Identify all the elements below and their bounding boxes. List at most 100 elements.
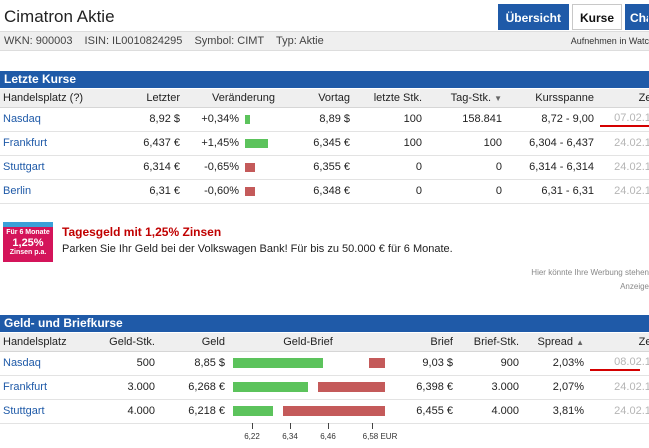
bid-bar bbox=[233, 358, 323, 368]
change-bar bbox=[245, 115, 250, 124]
page-title: Cimatron Aktie bbox=[4, 7, 115, 27]
col-tag-stk[interactable]: Tag-Stk. ▼ bbox=[425, 89, 505, 107]
previous-price: 6,345 € bbox=[278, 131, 353, 155]
tab-chart[interactable]: Char bbox=[625, 4, 649, 30]
wkn-label: WKN: 900003 bbox=[4, 35, 72, 47]
last-quantity: 0 bbox=[353, 179, 425, 203]
ad-banner[interactable]: Für 6 Monate 1,25% Zinsen p.a. Tagesgeld… bbox=[3, 222, 523, 262]
venue-link[interactable]: Frankfurt bbox=[0, 375, 90, 399]
bid-bar bbox=[233, 406, 273, 416]
bid-ask-bars bbox=[233, 358, 385, 368]
last-price: 6,437 € bbox=[110, 131, 183, 155]
stock-identifiers: WKN: 900003 ISIN: IL0010824295 Symbol: C… bbox=[4, 35, 333, 47]
col-handelsplatz[interactable]: Handelsplatz bbox=[0, 333, 90, 351]
col-veraenderung[interactable]: Veränderung bbox=[183, 89, 278, 107]
venue-link[interactable]: Berlin bbox=[0, 179, 110, 203]
col-letzter[interactable]: Letzter bbox=[110, 89, 183, 107]
table-row: Frankfurt 3.000 6,268 €6,398 €3.000 2,07% 24… bbox=[0, 375, 649, 399]
time-value: 07.02.14 bbox=[614, 112, 649, 124]
day-quantity: 100 bbox=[425, 131, 505, 155]
previous-price: 6,355 € bbox=[278, 155, 353, 179]
ask-bar bbox=[369, 358, 385, 368]
change-value: -0,60% bbox=[195, 185, 239, 197]
change-bar bbox=[245, 187, 255, 196]
change-cell: +1,45% bbox=[183, 131, 278, 155]
bid-price: 8,85 $ bbox=[158, 351, 228, 375]
axis-tick-label: 6,46 bbox=[320, 432, 336, 441]
watchlist-link-text[interactable]: Aufnehmen in Watc bbox=[571, 36, 649, 46]
col-letzte-stk[interactable]: letzte Stk. bbox=[353, 89, 425, 107]
axis-tick bbox=[290, 423, 291, 429]
axis-tick-label: 6,22 bbox=[244, 432, 260, 441]
table-header-row: Handelsplatz Geld-Stk. Geld Geld-Brief B… bbox=[0, 333, 649, 351]
symbol-label: Symbol: CIMT bbox=[194, 35, 264, 47]
watchlist-link[interactable]: Aufnehmen in Watc bbox=[571, 36, 649, 46]
ad-title-link[interactable]: Tagesgeld mit 1,25% Zinsen bbox=[62, 225, 221, 239]
previous-price: 8,89 $ bbox=[278, 107, 353, 131]
col-geld-stk[interactable]: Geld-Stk. bbox=[90, 333, 158, 351]
venue-link[interactable]: Stuttgart bbox=[0, 399, 90, 423]
bid-quantity: 500 bbox=[90, 351, 158, 375]
bid-ask-bar-cell bbox=[228, 351, 388, 375]
col-handelsplatz[interactable]: Handelsplatz (?) bbox=[0, 89, 110, 107]
time-value: 24.02.14 bbox=[614, 405, 649, 417]
change-value: +0,34% bbox=[195, 113, 239, 125]
ask-price: 6,398 € bbox=[388, 375, 456, 399]
time-value: 24.02.14 bbox=[614, 185, 649, 197]
last-quantity: 100 bbox=[353, 107, 425, 131]
ad-image-band bbox=[3, 222, 53, 227]
table-row: Nasdaq 8,92 $ +0,34% 8,89 $100 158.841 8,72 -… bbox=[0, 107, 649, 131]
change-cell: -0,60% bbox=[183, 179, 278, 203]
time-value: 24.02.14 bbox=[614, 381, 649, 393]
bid-ask-bars bbox=[233, 382, 385, 392]
col-vortag[interactable]: Vortag bbox=[278, 89, 353, 107]
col-brief[interactable]: Brief bbox=[388, 333, 456, 351]
table-row: Stuttgart 6,314 € -0,65% 6,355 €0 0 6,314 - 6… bbox=[0, 155, 649, 179]
tab-bar: Übersicht Kurse Char bbox=[498, 4, 649, 30]
change-bar bbox=[245, 139, 268, 148]
table-row: Stuttgart 4.000 6,218 €6,455 €4.000 3,81% 24… bbox=[0, 399, 649, 423]
ask-price: 9,03 $ bbox=[388, 351, 456, 375]
time-value: 08.02.14 bbox=[614, 356, 649, 368]
ask-quantity: 4.000 bbox=[456, 399, 522, 423]
change-bar bbox=[245, 163, 255, 172]
price-range: 8,72 - 9,00 bbox=[505, 107, 597, 131]
col-zeit[interactable]: Zeit bbox=[587, 333, 649, 351]
table-row: Frankfurt 6,437 € +1,45% 6,345 €100 100 6,304… bbox=[0, 131, 649, 155]
sort-asc-icon: ▲ bbox=[576, 338, 584, 347]
venue-link[interactable]: Nasdaq bbox=[0, 351, 90, 375]
col-geld[interactable]: Geld bbox=[158, 333, 228, 351]
previous-price: 6,348 € bbox=[278, 179, 353, 203]
col-kursspanne[interactable]: Kursspanne bbox=[505, 89, 597, 107]
venue-link[interactable]: Frankfurt bbox=[0, 131, 110, 155]
bid-ask-bar-cell bbox=[228, 399, 388, 423]
col-spread[interactable]: Spread ▲ bbox=[522, 333, 587, 351]
ad-note: Hier könnte Ihre Werbung stehen bbox=[531, 268, 649, 277]
bid-quantity: 3.000 bbox=[90, 375, 158, 399]
col-geld-brief[interactable]: Geld-Brief bbox=[228, 333, 388, 351]
day-quantity: 158.841 bbox=[425, 107, 505, 131]
venue-link[interactable]: Stuttgart bbox=[0, 155, 110, 179]
section-header-letzte-kurse: Letzte Kurse bbox=[0, 71, 649, 88]
tab-kurse[interactable]: Kurse bbox=[572, 4, 622, 30]
ask-price: 6,455 € bbox=[388, 399, 456, 423]
ad-image[interactable]: Für 6 Monate 1,25% Zinsen p.a. bbox=[3, 222, 53, 262]
venue-link[interactable]: Nasdaq bbox=[0, 107, 110, 131]
geld-brief-table: Handelsplatz Geld-Stk. Geld Geld-Brief B… bbox=[0, 333, 649, 424]
time-cell: 07.02.14 bbox=[597, 107, 649, 131]
isin-label: ISIN: IL0010824295 bbox=[85, 35, 183, 47]
bid-price: 6,218 € bbox=[158, 399, 228, 423]
ask-bar bbox=[283, 406, 385, 416]
price-range: 6,314 - 6,314 bbox=[505, 155, 597, 179]
col-brief-stk[interactable]: Brief-Stk. bbox=[456, 333, 522, 351]
tab-uebersicht[interactable]: Übersicht bbox=[498, 4, 569, 30]
bid-quantity: 4.000 bbox=[90, 399, 158, 423]
bid-ask-bars bbox=[233, 406, 385, 416]
day-quantity: 0 bbox=[425, 179, 505, 203]
col-zeit[interactable]: Zeit bbox=[597, 89, 649, 107]
last-quantity: 0 bbox=[353, 155, 425, 179]
stock-meta-bar: WKN: 900003 ISIN: IL0010824295 Symbol: C… bbox=[0, 31, 649, 51]
ad-image-line3: Zinsen p.a. bbox=[3, 249, 53, 257]
price-range: 6,31 - 6,31 bbox=[505, 179, 597, 203]
